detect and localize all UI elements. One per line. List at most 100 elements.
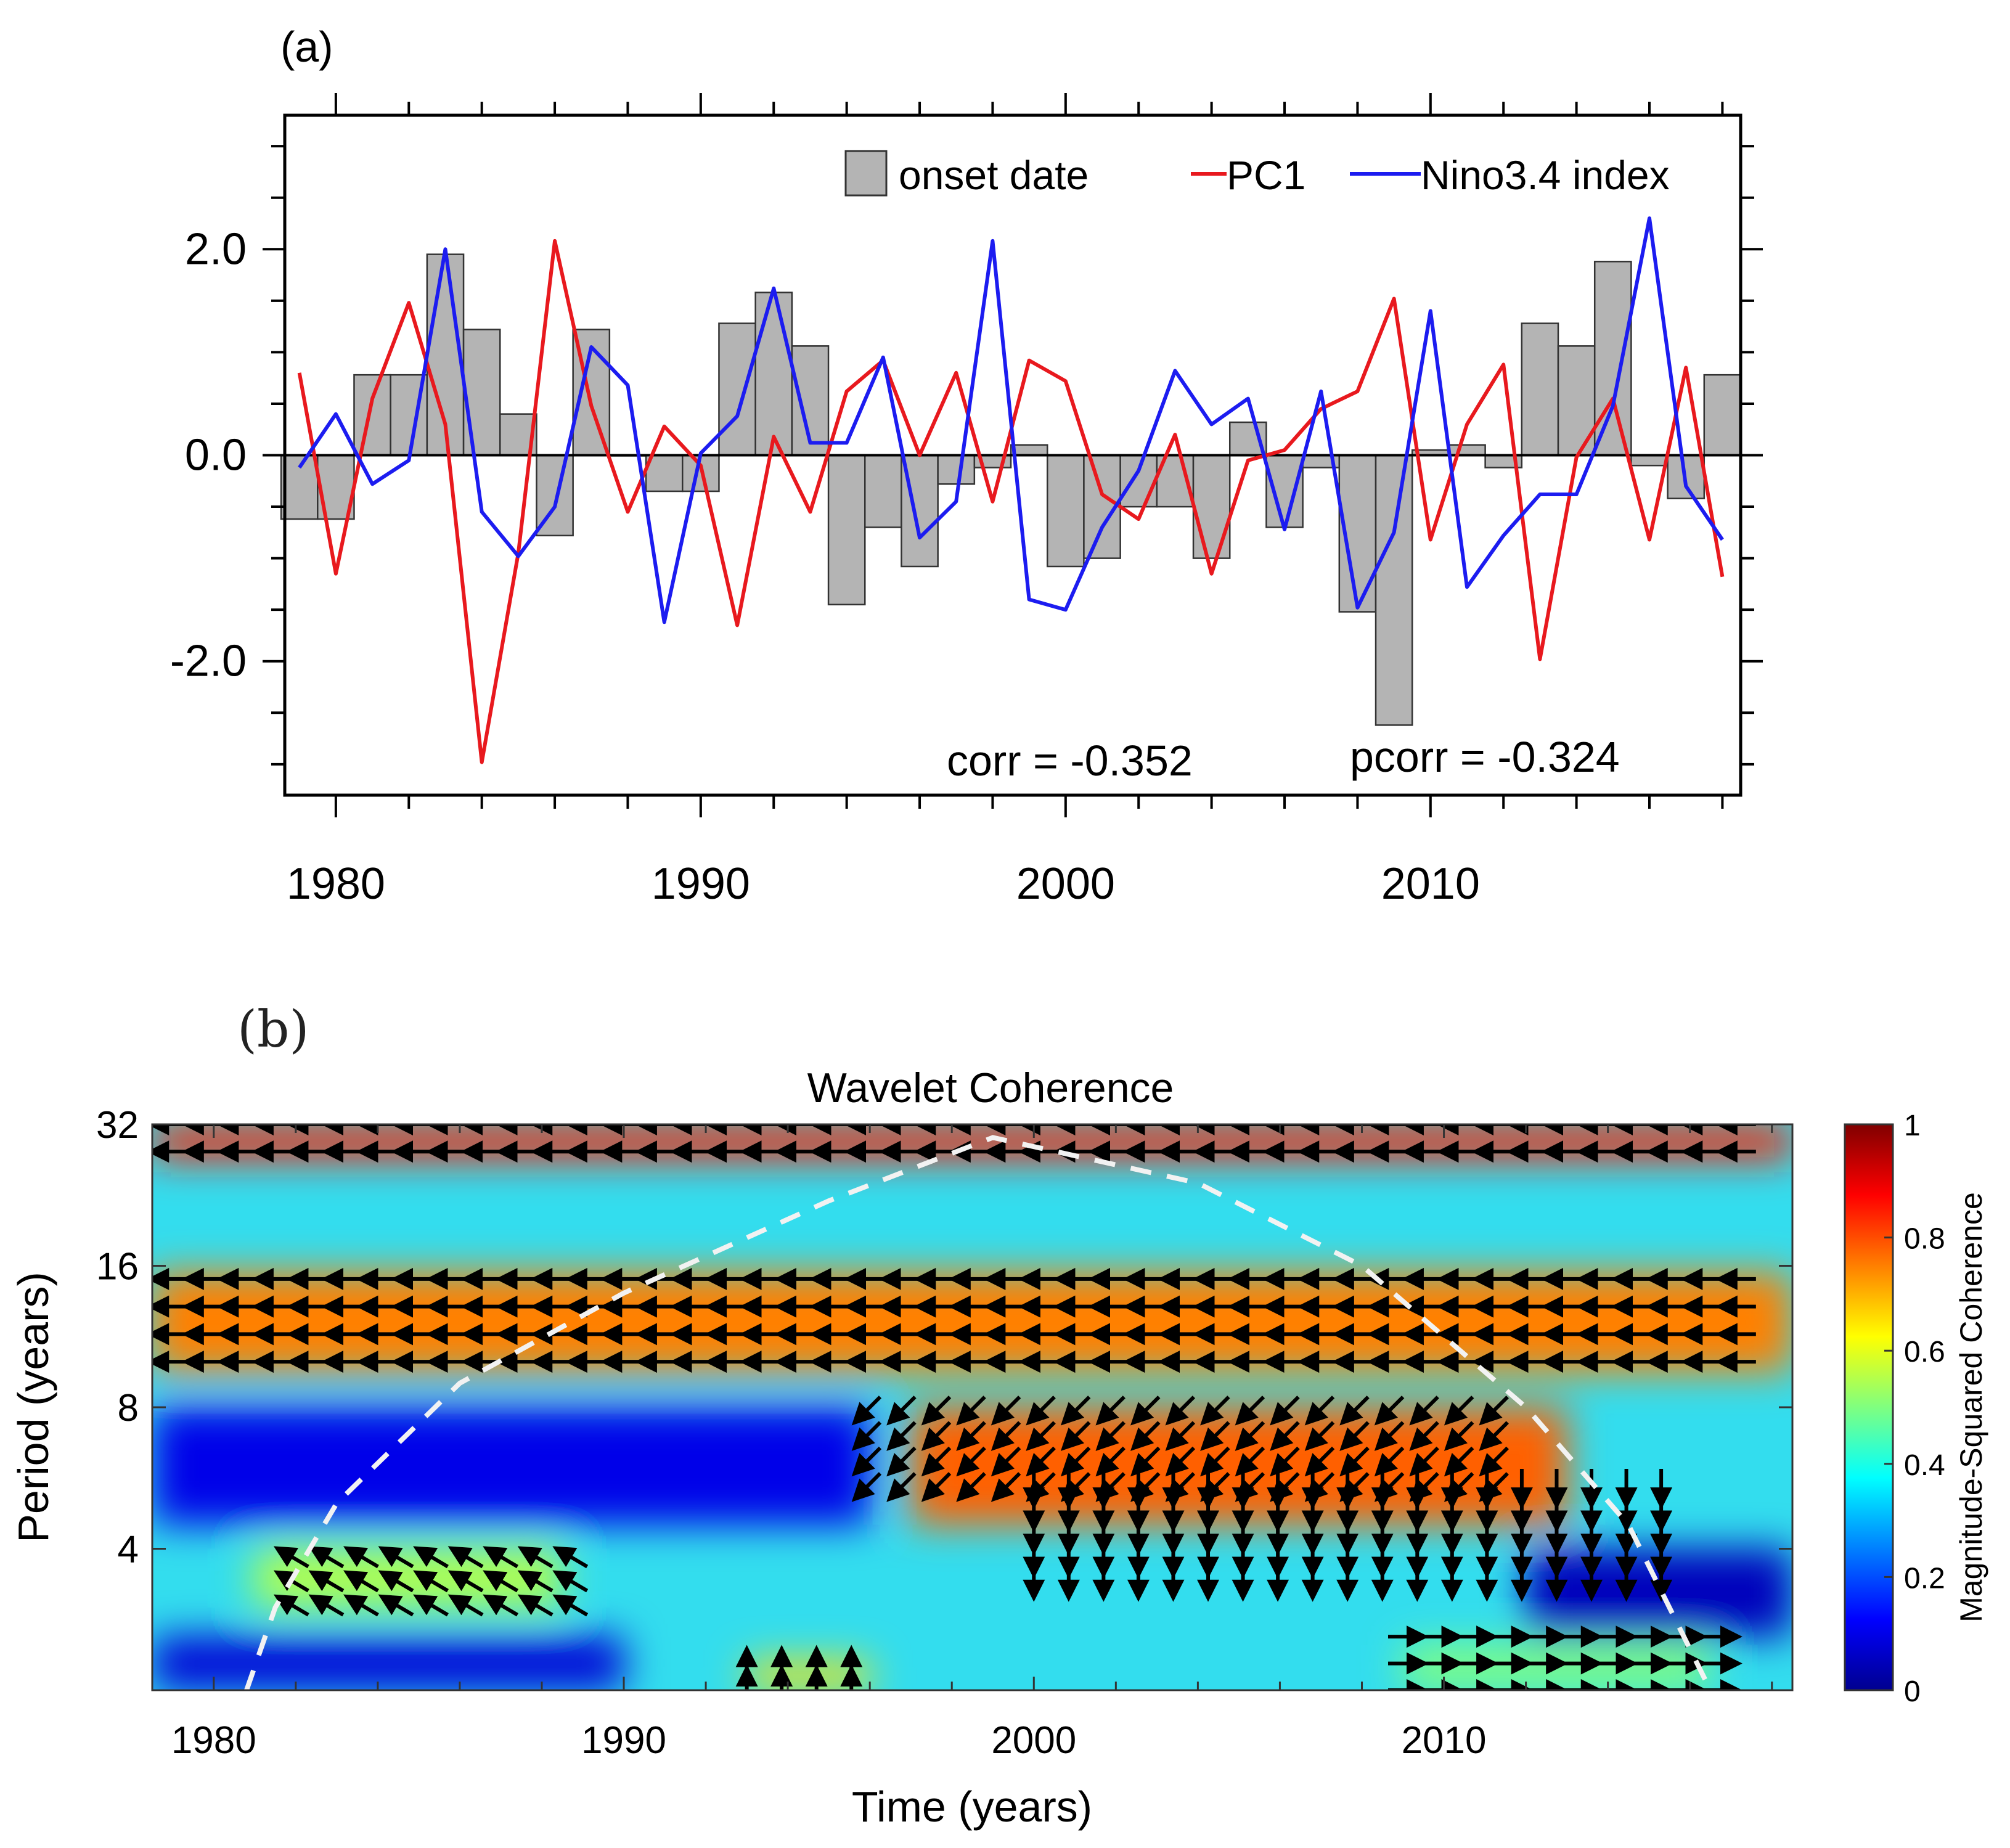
phase-arrow [308, 1546, 345, 1569]
phase-arrow [1479, 1396, 1509, 1426]
phase-arrow [1339, 1396, 1370, 1426]
phase-arrow [378, 1546, 414, 1569]
panel-a-label: (a) [280, 23, 333, 71]
panel-a: (a) 1980 1990 2000 2010 -2.0 0.0 2.0 onset dat… [170, 23, 1763, 909]
y-tick-label: 4 [118, 1529, 139, 1571]
colorbar-tick-label: 0 [1904, 1675, 1921, 1708]
phase-arrow [308, 1570, 345, 1593]
wavelet-title: Wavelet Coherence [807, 1065, 1174, 1111]
x-tick-label: 2000 [991, 1719, 1076, 1762]
phase-arrow [517, 1570, 554, 1593]
phase-arrow [273, 1594, 309, 1617]
legend: onset date PC1 Nino3.4 index [844, 150, 1670, 198]
phase-arrow [886, 1421, 917, 1451]
phase-arrow [273, 1546, 309, 1569]
onset-bar-2006 [1265, 454, 1304, 528]
phase-arrow [1479, 1421, 1509, 1451]
coherence-region [152, 1272, 1792, 1373]
phase-arrow [1235, 1446, 1265, 1477]
y-axis-label: Period (years) [9, 1272, 57, 1543]
phase-arrow [1304, 1446, 1335, 1477]
phase-arrow [1026, 1396, 1056, 1426]
legend-label-nino34: Nino3.4 index [1421, 152, 1670, 198]
legend-label-pc1: PC1 [1227, 152, 1305, 198]
colorbar-tick-label: 1 [1904, 1110, 1921, 1142]
phase-arrow [1165, 1421, 1196, 1451]
x-tick-label: 2010 [1381, 859, 1480, 909]
onset-bar-2009 [1375, 454, 1413, 726]
phase-arrow [552, 1570, 589, 1593]
phase-arrow [343, 1594, 379, 1617]
phase-arrow [378, 1594, 414, 1617]
coherence-region [255, 1548, 563, 1608]
onset-bar-1984 [462, 329, 501, 456]
phase-arrow [1339, 1421, 1370, 1451]
phase-arrow [1235, 1421, 1265, 1451]
phase-arrow [483, 1546, 519, 1569]
onset-bar-2013 [1521, 322, 1559, 456]
phase-arrow [851, 1446, 882, 1477]
phase-arrow [483, 1570, 519, 1593]
legend-label-onset-date: onset date [899, 152, 1089, 198]
phase-arrow [1165, 1396, 1196, 1426]
phase-arrow [1130, 1446, 1161, 1477]
phase-arrow [956, 1396, 986, 1426]
phase-arrow [1060, 1421, 1091, 1451]
x-tick-label: 1990 [652, 859, 750, 909]
x-tick-label: 2000 [1016, 859, 1115, 909]
phase-arrow [851, 1472, 882, 1502]
phase-arrow [552, 1594, 589, 1617]
phase-arrow [1270, 1446, 1300, 1477]
phase-arrow [413, 1546, 449, 1569]
onset-bar-1995 [864, 454, 902, 528]
onset-bar-2016 [1630, 454, 1669, 467]
phase-arrow [343, 1570, 379, 1593]
pcorr-annotation: pcorr = -0.324 [1350, 733, 1620, 781]
phase-arrow [1130, 1421, 1161, 1451]
phase-arrow [991, 1446, 1021, 1477]
onset-bar-1999 [1010, 444, 1048, 456]
phase-arrow [447, 1570, 484, 1593]
phase-arrow [1444, 1446, 1474, 1477]
panel-b-ticks: 1980 1990 2000 2010 4 8 16 32 [96, 1104, 1792, 1762]
phase-arrow [552, 1546, 589, 1569]
cone-of-influence [244, 1135, 1713, 1690]
corr-annotation: corr = -0.352 [947, 737, 1193, 785]
phase-arrow [886, 1472, 917, 1502]
panel-b-label: (b) [237, 1000, 309, 1059]
phase-arrow [1060, 1446, 1091, 1477]
x-tick-label: 1980 [287, 859, 385, 909]
phase-arrow [483, 1594, 519, 1617]
phase-arrow [343, 1546, 379, 1569]
phase-arrow [517, 1546, 554, 1569]
phase-arrow [921, 1446, 952, 1477]
phase-arrow [1130, 1396, 1161, 1426]
panel-a-ticks: 1980 1990 2000 2010 -2.0 0.0 2.0 [170, 93, 1763, 909]
phase-arrow [1095, 1421, 1126, 1451]
phase-arrow [378, 1570, 414, 1593]
phase-arrow [1444, 1396, 1474, 1426]
phase-arrow [1200, 1421, 1230, 1451]
phase-arrow [1374, 1396, 1405, 1426]
phase-arrow [1235, 1396, 1265, 1426]
onset-bar-2015 [1593, 261, 1632, 456]
phase-arrow [1095, 1446, 1126, 1477]
x-axis-label: Time (years) [852, 1783, 1092, 1831]
phase-arrow [1026, 1421, 1056, 1451]
phase-arrow [921, 1421, 952, 1451]
coherence-region [1526, 1548, 1792, 1637]
phase-arrow [1374, 1421, 1405, 1451]
onset-bar-2004 [1192, 454, 1231, 559]
onset-bar-2011 [1448, 444, 1486, 456]
phase-arrow [1270, 1421, 1300, 1451]
phase-arrow [1270, 1396, 1300, 1426]
phase-arrow [921, 1396, 952, 1426]
phase-arrow [273, 1570, 309, 1593]
phase-arrow [308, 1594, 345, 1617]
colorbar-label: Magnitude-Squared Coherence [1954, 1192, 1988, 1622]
coherence-heatmap [152, 1124, 1792, 1690]
phase-arrows [152, 1124, 1756, 1690]
onset-bar-2018 [1703, 374, 1742, 456]
colorbar [1844, 1123, 1894, 1691]
